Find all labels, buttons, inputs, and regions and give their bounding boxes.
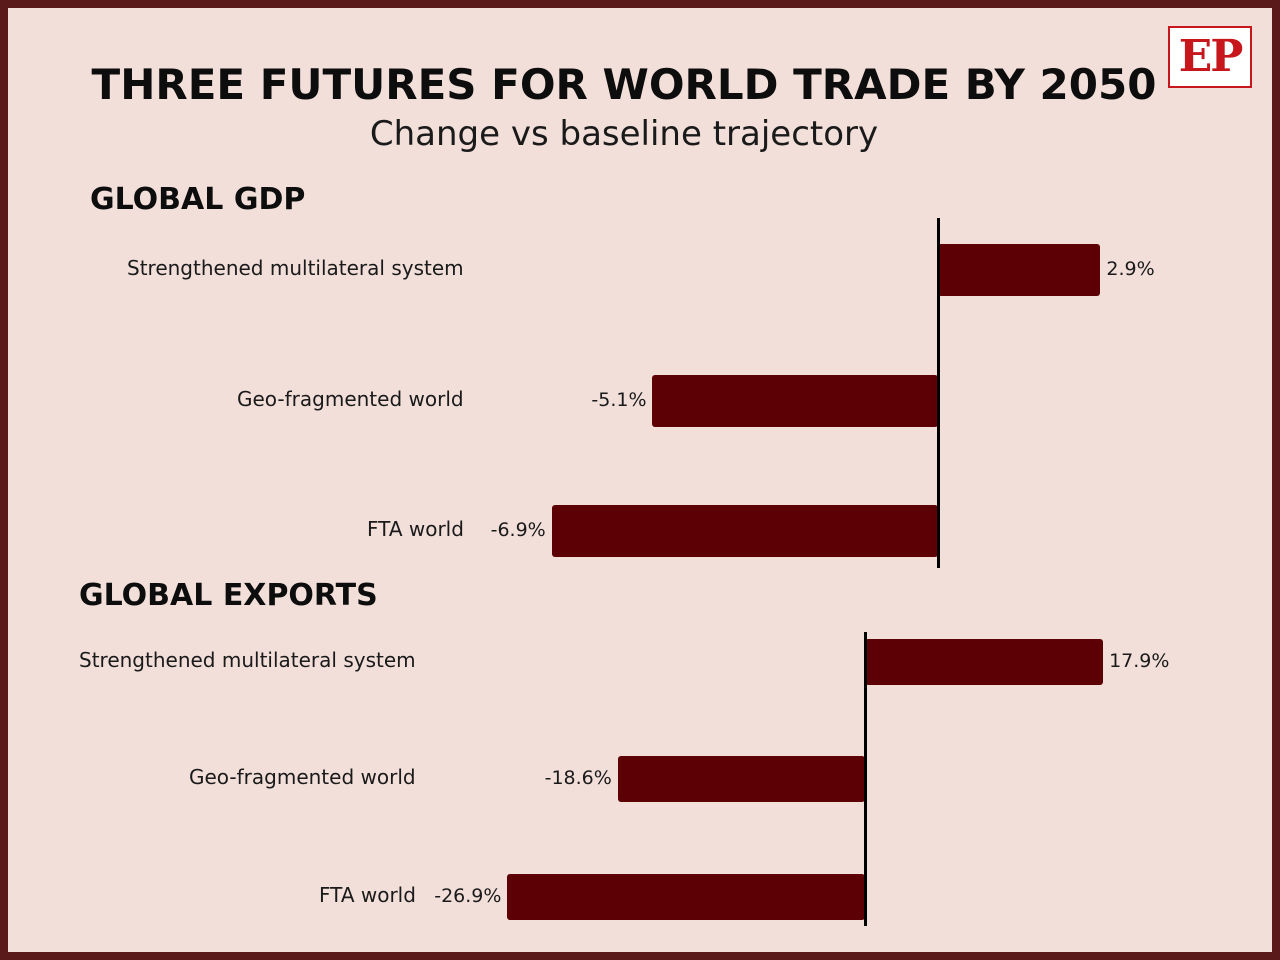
section-title: GLOBAL EXPORTS [79, 578, 378, 613]
category-label: FTA world [367, 517, 464, 541]
category-label: Geo-fragmented world [189, 765, 416, 789]
bar-mark [551, 505, 938, 557]
category-label: Strengthened multilateral system [79, 648, 416, 672]
bar-mark [938, 244, 1101, 296]
value-label: -18.6% [544, 767, 612, 789]
value-label: -26.9% [434, 885, 502, 907]
chart-frame: THREE FUTURES FOR WORLD TRADE BY 2050 Ch… [8, 8, 1272, 952]
bar-mark [652, 375, 938, 427]
value-label: -6.9% [490, 519, 546, 541]
bar-mark [507, 874, 865, 920]
page-subtitle: Change vs baseline trajectory [369, 114, 879, 154]
zero-axis-line [864, 632, 867, 926]
value-label: -5.1% [591, 389, 647, 411]
category-label: Geo-fragmented world [237, 387, 464, 411]
category-label: Strengthened multilateral system [127, 256, 464, 280]
category-label: FTA world [319, 883, 416, 907]
zero-axis-line [937, 218, 940, 568]
bar-mark [865, 639, 1104, 685]
section-title: GLOBAL GDP [90, 182, 306, 217]
page-title: THREE FUTURES FOR WORLD TRADE BY 2050 [91, 60, 1157, 109]
logo-text: EP [1178, 31, 1244, 82]
ep-logo: EP [1168, 26, 1252, 88]
value-label: 17.9% [1109, 650, 1170, 672]
bar-mark [617, 756, 865, 802]
value-label: 2.9% [1106, 258, 1155, 280]
